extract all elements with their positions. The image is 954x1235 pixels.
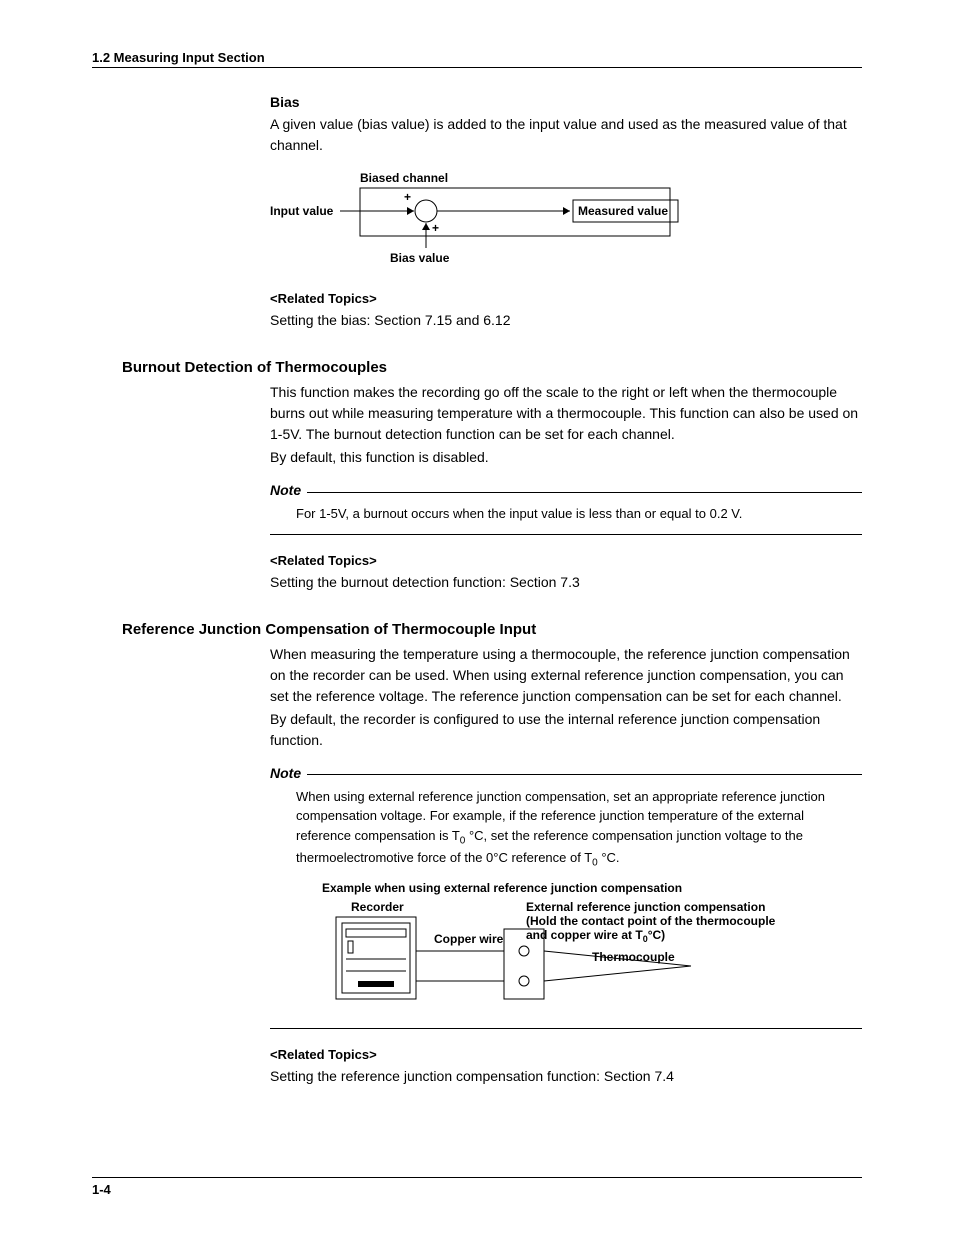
related-topics-label: <Related Topics>: [270, 553, 862, 568]
rjc-heading: Reference Junction Compensation of Therm…: [122, 621, 862, 638]
burnout-note-text: For 1-5V, a burnout occurs when the inpu…: [270, 502, 862, 528]
burnout-note: Note For 1-5V, a burnout occurs when the…: [270, 482, 862, 535]
bias-text: A given value (bias value) is added to t…: [270, 114, 862, 156]
related-topics-label: <Related Topics>: [270, 291, 862, 306]
burnout-related-text: Setting the burnout detection function: …: [270, 572, 862, 593]
rjc-related-text: Setting the reference junction compensat…: [270, 1066, 862, 1087]
rjc-text-2: By default, the recorder is configured t…: [270, 709, 862, 751]
rjc-note: Note When using external reference junct…: [270, 765, 862, 1029]
copper-wire-label: Copper wire: [434, 932, 504, 946]
plus-icon: +: [432, 221, 439, 235]
bias-heading: Bias: [270, 94, 862, 110]
plus-icon: +: [404, 190, 411, 204]
rjc-note-text: When using external reference junction c…: [270, 785, 862, 875]
bias-related-text: Setting the bias: Section 7.15 and 6.12: [270, 310, 862, 331]
thermocouple-label: Thermocouple: [592, 950, 675, 964]
biased-channel-label: Biased channel: [360, 171, 448, 185]
rjc-text-1: When measuring the temperature using a t…: [270, 644, 862, 707]
measured-value-label: Measured value: [578, 204, 668, 218]
rjc-figure-caption: Example when using external reference ju…: [322, 881, 862, 895]
header-section-title: 1.2 Measuring Input Section: [92, 50, 862, 68]
ext-label-1: External reference junction compensation: [526, 900, 765, 914]
input-value-label: Input value: [270, 204, 334, 218]
bias-diagram: Biased channel Input value + + Bias valu…: [270, 170, 862, 273]
page-footer: 1-4: [92, 1177, 862, 1197]
recorder-label: Recorder: [351, 900, 404, 914]
burnout-text-1: This function makes the recording go off…: [270, 382, 862, 445]
related-topics-label: <Related Topics>: [270, 1047, 862, 1062]
burnout-text-2: By default, this function is disabled.: [270, 447, 862, 468]
page-number: 1-4: [92, 1182, 111, 1197]
bias-value-label: Bias value: [390, 251, 450, 265]
ext-label-3: and copper wire at T0°C): [526, 928, 665, 944]
note-label: Note: [270, 482, 301, 498]
note-label: Note: [270, 765, 301, 781]
ext-label-2: (Hold the contact point of the thermocou…: [526, 914, 776, 928]
burnout-heading: Burnout Detection of Thermocouples: [122, 359, 862, 376]
rjc-diagram: Recorder Copper wire: [296, 899, 836, 1019]
